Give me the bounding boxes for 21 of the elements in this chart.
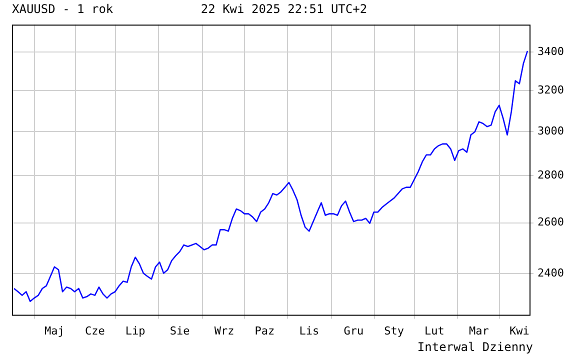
- chart-title: XAUUSD - 1 rok: [12, 2, 114, 16]
- y-tick-label: 3400: [538, 44, 564, 58]
- x-tick-label: Maj: [44, 324, 64, 338]
- x-tick-label: Kwi: [509, 324, 530, 338]
- x-tick-label: Wrz: [214, 324, 234, 338]
- y-tick-label: 2800: [538, 168, 564, 182]
- y-tick-label: 2400: [538, 266, 564, 280]
- x-tick-label: Gru: [344, 324, 364, 338]
- y-tick-label: 3200: [538, 84, 564, 97]
- x-tick-label: Cze: [84, 324, 105, 338]
- chart-subtitle: 22 Kwi 2025 22:51 UTC+2: [200, 2, 368, 16]
- text: Interwal Dzienny: [417, 340, 533, 354]
- x-tick-label: Lis: [299, 324, 320, 338]
- x-tick-label: Mar: [469, 324, 490, 338]
- x-tick-label: Lip: [125, 324, 146, 338]
- y-tick-label: 3000: [538, 124, 564, 138]
- x-tick-label: Paz: [254, 324, 275, 338]
- x-tick-label: Lut: [424, 324, 444, 338]
- y-tick-label: 2600: [538, 216, 564, 229]
- x-tick-label: Sty: [384, 324, 404, 338]
- x-tick-label: Sie: [170, 324, 190, 338]
